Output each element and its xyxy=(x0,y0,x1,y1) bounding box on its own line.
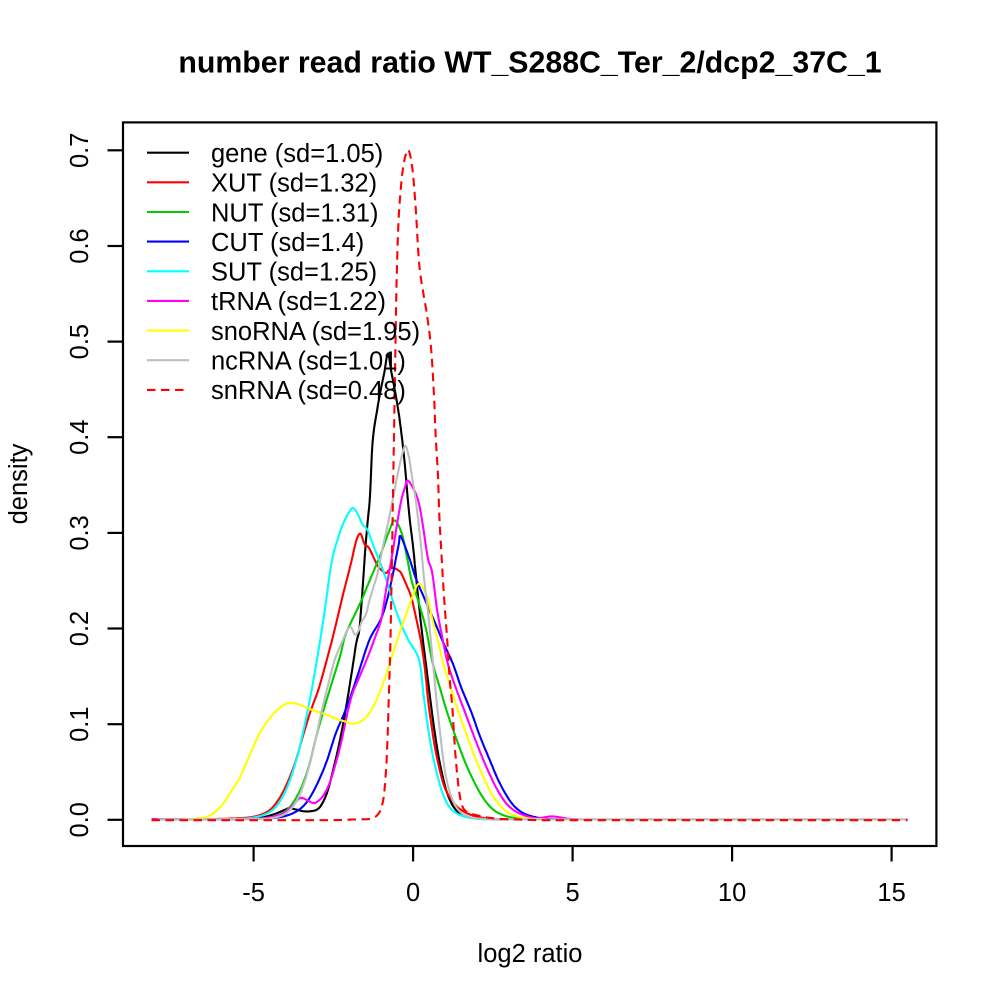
svg-text:0.5: 0.5 xyxy=(66,324,94,359)
svg-text:0.0: 0.0 xyxy=(66,802,94,837)
svg-text:ncRNA (sd=1.01): ncRNA (sd=1.01) xyxy=(211,348,406,376)
svg-text:10: 10 xyxy=(718,879,746,907)
svg-text:CUT (sd=1.4): CUT (sd=1.4) xyxy=(211,229,364,257)
svg-text:gene (sd=1.05): gene (sd=1.05) xyxy=(211,140,383,168)
svg-text:0: 0 xyxy=(406,879,420,907)
svg-text:0.6: 0.6 xyxy=(66,228,94,263)
svg-text:0.1: 0.1 xyxy=(66,706,94,741)
svg-text:0.2: 0.2 xyxy=(66,611,94,646)
svg-text:15: 15 xyxy=(877,879,905,907)
svg-text:SUT (sd=1.25): SUT (sd=1.25) xyxy=(211,259,377,287)
svg-text:5: 5 xyxy=(566,879,580,907)
svg-text:number read ratio WT_S288C_Ter: number read ratio WT_S288C_Ter_2/dcp2_37… xyxy=(178,47,881,80)
svg-text:0.4: 0.4 xyxy=(66,419,94,454)
svg-text:XUT (sd=1.32): XUT (sd=1.32) xyxy=(211,170,377,198)
svg-text:-5: -5 xyxy=(242,879,265,907)
svg-text:log2 ratio: log2 ratio xyxy=(478,940,583,968)
svg-text:snRNA (sd=0.48): snRNA (sd=0.48) xyxy=(211,377,406,405)
svg-text:density: density xyxy=(5,443,33,524)
svg-text:tRNA (sd=1.22): tRNA (sd=1.22) xyxy=(211,288,386,316)
svg-text:0.3: 0.3 xyxy=(66,515,94,550)
svg-text:NUT (sd=1.31): NUT (sd=1.31) xyxy=(211,199,378,227)
svg-text:snoRNA (sd=1.95): snoRNA (sd=1.95) xyxy=(211,318,420,346)
svg-text:0.7: 0.7 xyxy=(66,133,94,168)
